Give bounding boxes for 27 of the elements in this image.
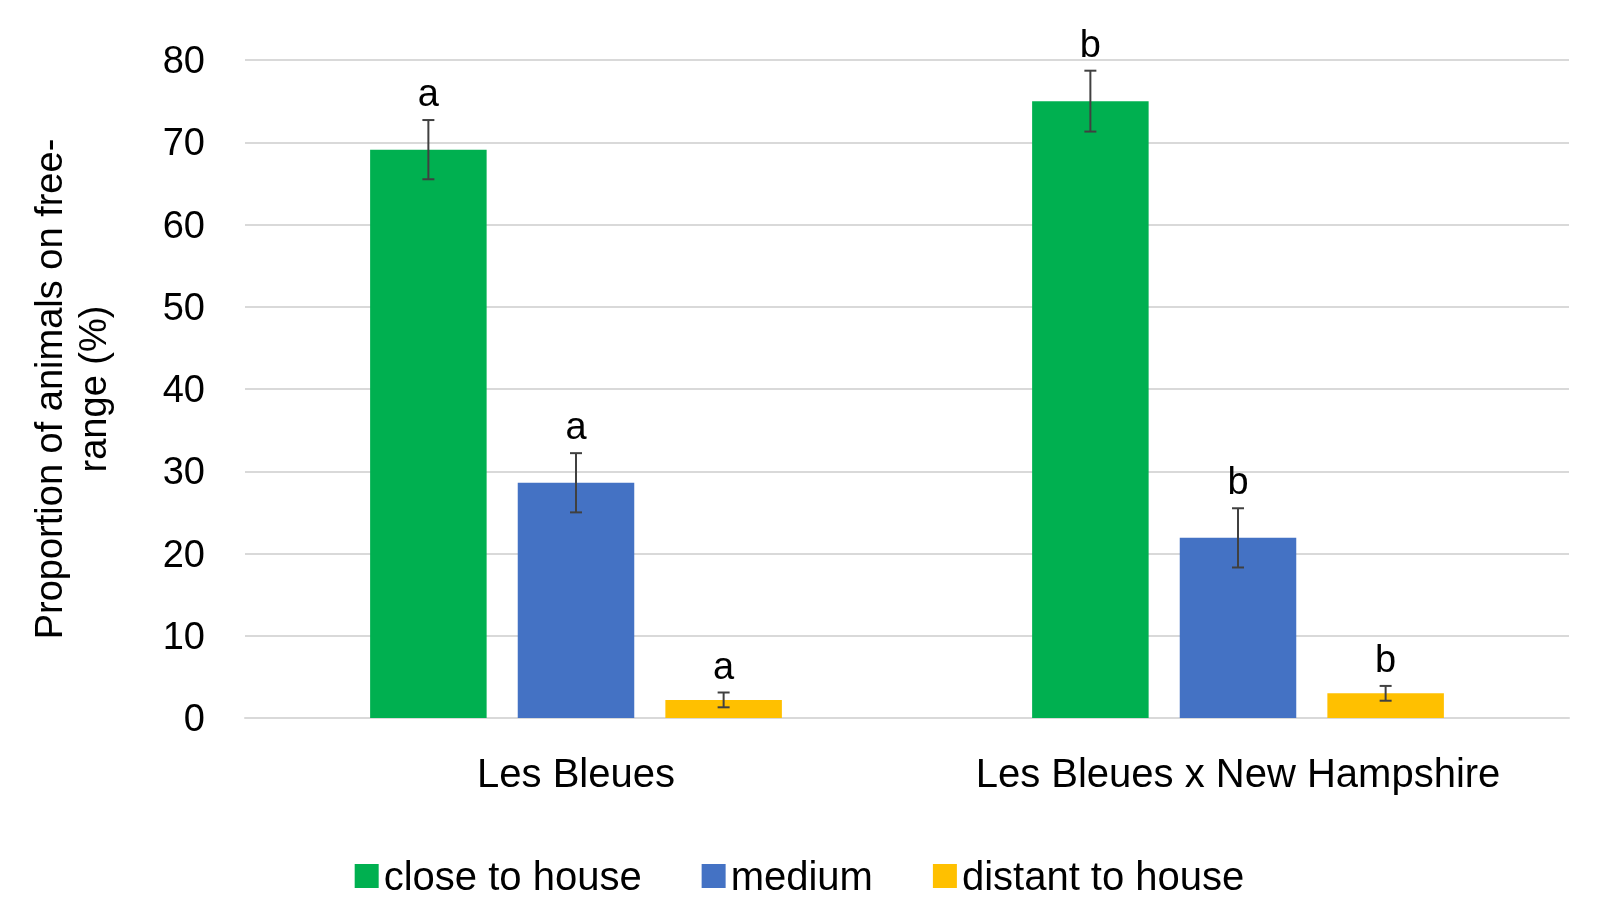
y-tick-label: 60 (162, 203, 205, 246)
data-label: a (417, 72, 440, 115)
bar (1032, 101, 1149, 718)
y-tick-label: 70 (162, 121, 205, 164)
bar (370, 149, 487, 718)
legend-label: medium (730, 854, 873, 898)
bar (1327, 693, 1444, 718)
bar (1179, 537, 1297, 718)
y-tick-label: 40 (162, 368, 205, 410)
y-tick-label: 20 (162, 532, 205, 575)
y-tick-label: 80 (162, 39, 205, 81)
data-label: b (1375, 637, 1397, 680)
x-tick-label: Les Bleues (477, 751, 675, 795)
bar (517, 482, 635, 718)
legend-label: close to house (383, 854, 642, 898)
y-tick-label: 50 (162, 285, 205, 328)
legend-label: distant to house (961, 854, 1245, 898)
data-label: a (565, 405, 588, 448)
x-tick-label: Les Bleues x New Hampshire (975, 751, 1501, 795)
bar (665, 699, 782, 718)
y-tick-label: 0 (183, 697, 205, 739)
y-tick-label: 10 (162, 614, 205, 657)
data-label: a (713, 644, 736, 687)
data-label: b (1079, 22, 1101, 65)
y-tick-label: 30 (162, 450, 205, 493)
y-axis-title: Proportion of animals on free-range (%) (28, 138, 114, 640)
data-label: b (1227, 460, 1249, 503)
